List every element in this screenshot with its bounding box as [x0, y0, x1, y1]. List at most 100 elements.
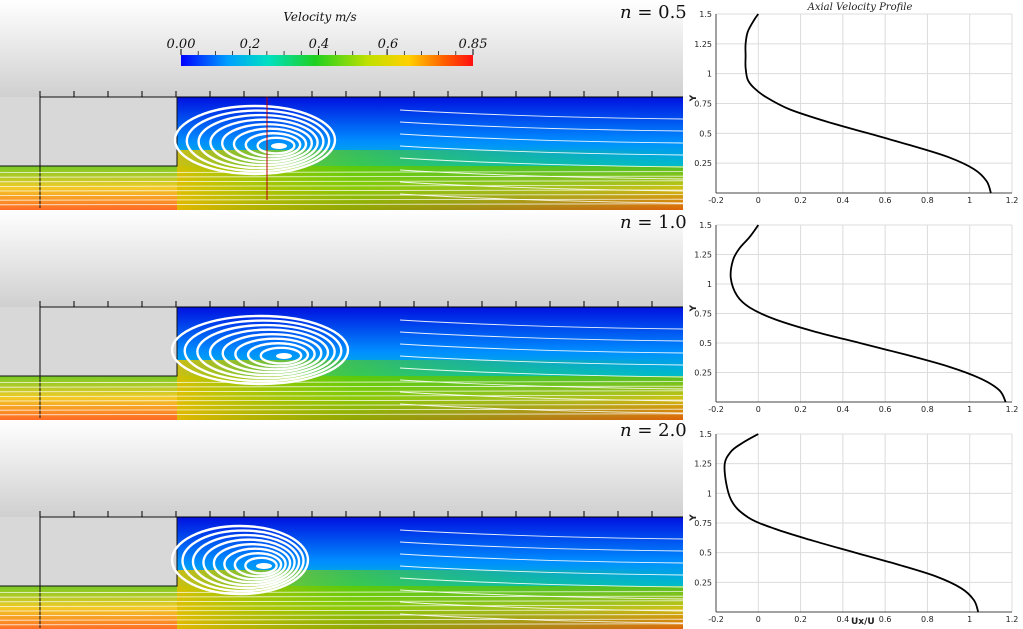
streamline [399, 157, 684, 168]
mixing-layer [177, 150, 683, 210]
recirculation-streamline [234, 337, 316, 371]
streamline [399, 367, 684, 378]
recirculation-streamline [196, 323, 336, 380]
streamline [399, 355, 684, 366]
streamline [0, 185, 684, 187]
x-tick-label: 0.4 [836, 405, 849, 414]
streamline [399, 529, 684, 540]
streamline [0, 194, 684, 196]
y-tick-label: 1 [707, 489, 712, 498]
x-tick-label: -0.2 [708, 196, 724, 205]
velocity-profile-line [729, 224, 1007, 403]
y-tick-label: 0.75 [694, 100, 712, 109]
recirculation-streamline [244, 132, 302, 158]
streamline [0, 175, 684, 178]
x-tick-label: 0.8 [921, 615, 934, 624]
recirculation-streamline [233, 552, 283, 578]
panel-label-n05: n = 0.5 [620, 2, 687, 23]
y-tick-label: 0.25 [694, 159, 712, 168]
streamline [0, 180, 684, 183]
streamline [0, 614, 684, 616]
streamline [0, 399, 684, 402]
x-tick-label: -0.2 [708, 405, 724, 414]
y-tick-label: 0.25 [694, 369, 712, 378]
recirculation-streamline [212, 542, 292, 584]
x-tick-label: 0.6 [879, 405, 892, 414]
colorbar-ticks [180, 49, 474, 55]
y-tick-label: 0.5 [699, 129, 712, 138]
streamline [0, 395, 684, 397]
streamline [0, 385, 684, 388]
y-axis-label: Y [689, 94, 699, 102]
y-tick-label: 1.5 [699, 221, 712, 230]
recirculation-streamline [209, 118, 319, 167]
vortex-core [276, 353, 292, 359]
cfd-panel [0, 0, 684, 210]
x-axis-label: Ux/U [851, 617, 875, 627]
x-tick-label: 1 [967, 196, 972, 205]
x-tick-label: 1.2 [1006, 615, 1019, 624]
x-tick-label: 1.2 [1006, 405, 1019, 414]
step-block [0, 307, 177, 376]
streamline [0, 404, 684, 406]
recirculation-streamline [221, 332, 323, 374]
streamline [399, 379, 684, 390]
background [0, 420, 683, 518]
x-tick-label: 0.2 [794, 196, 807, 205]
streamline [0, 623, 684, 626]
recirculation-streamline [232, 127, 308, 161]
y-tick-label: 1.25 [694, 40, 712, 49]
streamline [0, 609, 684, 612]
recirculation-streamline [191, 533, 301, 590]
profile-plot: -0.2 0 0.2 0.4 0.6 0.8 1 1.2 0.25 0.5 0.75 1 1.25 1.5… [689, 430, 1018, 624]
x-tick-label: 0.2 [794, 615, 807, 624]
streamline [0, 171, 684, 173]
streamline [399, 169, 684, 180]
streamline [0, 591, 684, 593]
x-tick-label: 0.8 [921, 196, 934, 205]
y-tick-label: 0.5 [699, 339, 712, 348]
streamline [0, 390, 684, 393]
velocity-profile-line [744, 13, 992, 194]
streamline [0, 605, 684, 607]
colorbar-tick-label: 0.00 [166, 37, 196, 52]
streamline [399, 553, 684, 564]
streamline [399, 145, 684, 156]
background [0, 0, 683, 98]
background [0, 210, 683, 308]
profile-title: Axial Velocity Profile [807, 2, 913, 13]
streamline [399, 193, 684, 204]
y-tick-label: 1.25 [694, 251, 712, 260]
streamline [399, 577, 684, 588]
colorbar-tick-label: 0.4 [308, 37, 330, 52]
y-tick-label: 1.5 [699, 10, 712, 19]
cfd-panels [0, 0, 684, 629]
streamline [399, 331, 684, 342]
streamline [0, 203, 684, 206]
streamline [399, 541, 684, 552]
x-tick-label: -0.2 [708, 615, 724, 624]
step-block [0, 97, 177, 166]
streamline [399, 403, 684, 414]
x-tick-label: 0 [756, 615, 761, 624]
mixing-layer [177, 360, 683, 420]
recirculation-streamline [223, 547, 287, 581]
colorbar-tick-label: 0.85 [458, 37, 488, 52]
profile-plot: -0.2 0 0.2 0.4 0.6 0.8 1 1.2 0.25 0.5 0.75 1 1.25 1.5… [689, 221, 1018, 414]
y-tick-label: 1.5 [699, 430, 712, 439]
recirculation-streamline [259, 346, 303, 365]
recirculation-streamline [170, 524, 310, 596]
y-tick-label: 1 [707, 280, 712, 289]
recirculation-streamline [185, 109, 331, 173]
x-tick-label: 1 [967, 405, 972, 414]
y-tick-label: 0.5 [699, 549, 712, 558]
streamline [0, 198, 684, 201]
cfd-panel [0, 420, 684, 629]
colorbar-tick-label: 0.2 [239, 37, 261, 52]
streamline [399, 565, 684, 576]
colorbar [181, 55, 473, 66]
y-tick-label: 0.25 [694, 578, 712, 587]
x-tick-label: 0.2 [794, 405, 807, 414]
step-block [0, 517, 177, 586]
